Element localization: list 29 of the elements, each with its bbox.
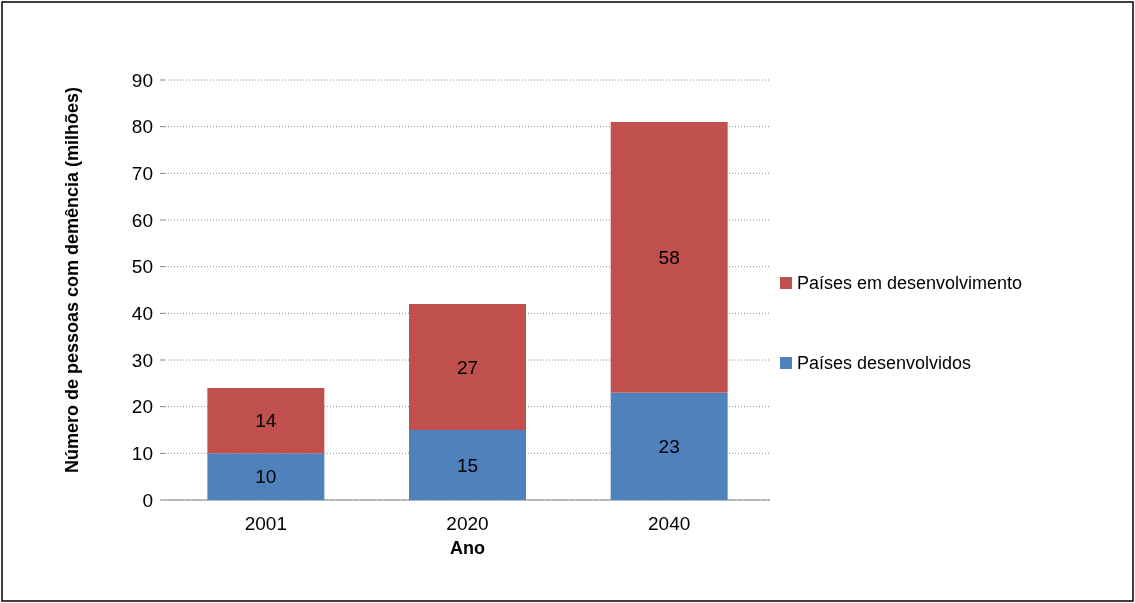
data-label: 58 xyxy=(658,246,680,268)
y-tick-label: 40 xyxy=(131,302,153,324)
y-axis-title: Número de pessoas com demência (milhões) xyxy=(62,86,82,474)
y-tick-label: 20 xyxy=(131,396,153,418)
bar xyxy=(207,453,325,500)
bar xyxy=(610,392,728,500)
bar xyxy=(409,430,526,500)
bar xyxy=(409,304,526,430)
bar xyxy=(610,122,728,393)
x-tick-label: 2001 xyxy=(244,513,287,534)
x-tick-label: 2020 xyxy=(446,513,489,534)
data-label: 15 xyxy=(456,454,479,476)
y-tick-label: 50 xyxy=(131,256,153,278)
data-label: 10 xyxy=(255,466,277,488)
x-tick-label: 2040 xyxy=(648,513,691,534)
bar xyxy=(207,388,325,454)
y-tick-label: 10 xyxy=(131,442,153,464)
data-label: 27 xyxy=(456,356,479,378)
y-tick-label: 80 xyxy=(131,116,153,138)
y-tick-label: 70 xyxy=(131,162,153,184)
data-label: 23 xyxy=(658,435,680,457)
y-tick-label: 30 xyxy=(131,349,153,371)
data-label: 14 xyxy=(255,410,277,432)
x-axis-title: Ano xyxy=(450,538,485,558)
y-tick-label: 90 xyxy=(131,69,153,91)
y-tick-label: 0 xyxy=(142,489,153,511)
y-tick-label: 60 xyxy=(131,209,153,231)
legend-label: Países desenvolvidos xyxy=(797,353,972,374)
legend-label: Países em desenvolvimento xyxy=(797,273,1023,294)
